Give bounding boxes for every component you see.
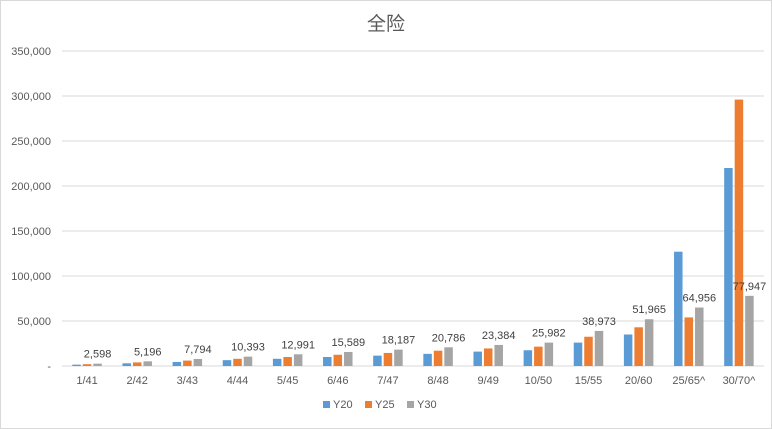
data-label: 25,982 <box>532 328 566 340</box>
data-label: 18,187 <box>382 335 416 347</box>
data-label: 7,794 <box>184 344 212 356</box>
data-label: 38,973 <box>582 316 616 328</box>
bar <box>523 350 533 366</box>
bar <box>534 346 543 366</box>
y-tick-label: 250,000 <box>11 136 51 148</box>
x-tick-label: 2/42 <box>127 375 148 387</box>
bar <box>183 360 192 366</box>
bar <box>423 353 432 366</box>
y-tick-label: - <box>47 361 51 373</box>
y-tick-label: 300,000 <box>11 91 51 103</box>
legend-swatch <box>365 401 372 408</box>
x-tick-label: 25/65^ <box>672 375 706 387</box>
data-label: 2,598 <box>84 349 112 361</box>
x-tick-label: 15/55 <box>575 375 603 387</box>
bar <box>394 349 403 366</box>
bar <box>634 327 643 366</box>
bar <box>623 334 633 366</box>
y-tick-label: 50,000 <box>17 316 51 328</box>
bar <box>573 342 583 366</box>
legend-label: Y25 <box>375 399 395 411</box>
bar <box>644 319 654 366</box>
x-tick-label: 8/48 <box>427 375 448 387</box>
bar <box>473 351 482 366</box>
y-tick-label: 150,000 <box>11 226 51 238</box>
bar <box>323 357 332 366</box>
bar <box>132 362 142 366</box>
data-label: 12,991 <box>281 339 315 351</box>
bar <box>494 344 503 366</box>
y-tick-label: 100,000 <box>11 271 51 283</box>
bar <box>594 330 604 366</box>
bar <box>373 355 382 366</box>
y-tick-label: 200,000 <box>11 181 51 193</box>
legend-swatch <box>407 401 414 408</box>
chart-title: 全险 <box>366 13 405 35</box>
x-tick-label: 5/45 <box>277 375 298 387</box>
bar <box>695 307 704 366</box>
bar <box>283 357 292 366</box>
x-tick-label: 20/60 <box>625 375 653 387</box>
data-label: 77,947 <box>733 281 767 293</box>
bar <box>193 358 203 366</box>
bar <box>684 317 694 366</box>
bar <box>433 350 443 366</box>
x-tick-label: 30/70^ <box>723 375 757 387</box>
bar <box>383 352 393 366</box>
bar <box>172 361 182 366</box>
x-tick-label: 3/43 <box>177 375 198 387</box>
bar <box>724 168 733 366</box>
legend-swatch <box>323 401 330 408</box>
legend-label: Y30 <box>417 399 437 411</box>
bar <box>444 347 453 366</box>
bar <box>483 348 493 366</box>
x-tick-label: 10/50 <box>525 375 553 387</box>
data-label: 20,786 <box>432 332 466 344</box>
y-tick-label: 350,000 <box>11 46 51 58</box>
bar <box>93 363 102 366</box>
bar <box>72 364 81 366</box>
bar <box>143 361 152 366</box>
bar <box>344 351 353 366</box>
bar <box>243 356 253 366</box>
x-tick-label: 1/41 <box>76 375 97 387</box>
data-label: 15,589 <box>331 337 365 349</box>
bar <box>734 99 744 366</box>
x-tick-label: 6/46 <box>327 375 348 387</box>
bar <box>233 358 242 366</box>
data-label: 5,196 <box>134 346 162 358</box>
x-tick-label: 7/47 <box>377 375 398 387</box>
bar <box>82 364 92 366</box>
data-label: 64,956 <box>682 293 716 305</box>
data-label: 10,393 <box>231 342 265 354</box>
bar <box>544 342 554 366</box>
bar <box>674 251 683 366</box>
data-label: 23,384 <box>482 330 516 342</box>
bar <box>333 354 343 366</box>
bar <box>122 363 131 366</box>
legend-label: Y20 <box>333 399 353 411</box>
x-tick-label: 4/44 <box>227 375 248 387</box>
bar <box>584 336 593 366</box>
data-label: 51,965 <box>632 304 666 316</box>
bar <box>293 354 303 366</box>
x-tick-label: 9/49 <box>478 375 499 387</box>
bar <box>745 295 754 366</box>
bar <box>222 360 232 366</box>
bar <box>272 358 282 366</box>
